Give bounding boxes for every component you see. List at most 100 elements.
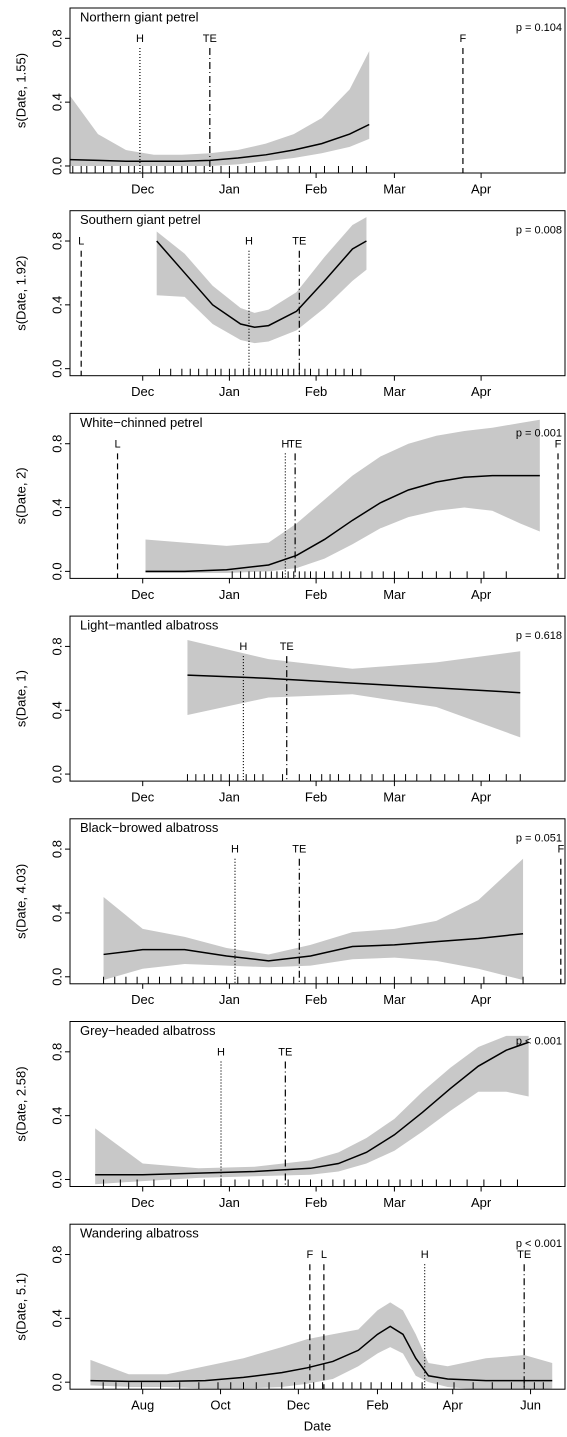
y-axis-label: s(Date, 4.03)	[13, 864, 28, 939]
panel-title: White−chinned petrel	[80, 415, 203, 430]
plot-area	[116, 419, 559, 579]
y-tick-label: 0.4	[49, 296, 64, 314]
plot-frame	[69, 412, 566, 579]
x-tick-label: Dec	[131, 992, 155, 1007]
x-tick-label: Mar	[383, 181, 406, 196]
x-tick-label: Aug	[131, 1398, 154, 1413]
panel: H TE F 0.0 0.4 0.8 s(Date, 4.03) Dec Jan Feb Mar Ap…	[13, 818, 566, 1007]
event-label: F	[557, 844, 564, 856]
x-tick-label: Jan	[219, 992, 240, 1007]
y-axis-label: s(Date, 1.55)	[13, 53, 28, 128]
x-tick-label: Feb	[305, 384, 327, 399]
fit-line	[187, 674, 521, 694]
plot-frame	[69, 818, 566, 985]
x-tick-label: Dec	[131, 790, 155, 805]
p-value: p < 0.001	[516, 1238, 562, 1250]
panel-title: Grey−headed albatross	[80, 1023, 216, 1038]
event-label: F	[555, 438, 562, 450]
y-tick-label: 0.0	[49, 157, 64, 175]
x-tick-label: Apr	[471, 587, 492, 602]
y-tick-label: 0.8	[49, 840, 64, 858]
p-value: p = 0.001	[516, 427, 562, 439]
x-tick-label: Mar	[383, 384, 406, 399]
plot-frame	[69, 7, 566, 174]
y-tick-label: 0.0	[49, 562, 64, 580]
y-axis-label: s(Date, 2)	[13, 467, 28, 524]
x-tick-label: Dec	[287, 1398, 311, 1413]
x-tick-label: Apr	[471, 384, 492, 399]
plot-area	[90, 1264, 553, 1390]
p-value: p = 0.104	[516, 22, 562, 34]
x-tick-label: Apr	[471, 790, 492, 805]
event-label: L	[78, 236, 84, 248]
y-tick-label: 0.4	[49, 904, 64, 922]
confidence-band	[70, 51, 370, 166]
x-tick-label: Jan	[219, 1195, 240, 1210]
panel-title: Wandering albatross	[80, 1226, 199, 1241]
fit-line	[156, 240, 367, 328]
fit-line	[70, 123, 370, 162]
plot-area	[70, 48, 464, 173]
plot-area	[103, 858, 562, 984]
fit-line	[145, 474, 540, 573]
confidence-band	[156, 217, 367, 344]
y-tick-label: 0.4	[49, 499, 64, 517]
confidence-band	[187, 640, 521, 738]
y-tick-label: 0.0	[49, 360, 64, 378]
y-tick-label: 0.0	[49, 968, 64, 986]
confidence-band	[103, 858, 524, 980]
y-tick-label: 0.4	[49, 1107, 64, 1125]
p-value: p = 0.618	[516, 630, 562, 642]
panel: L H TE 0.0 0.4 0.8 s(Date, 1.92) Dec Jan Feb Mar Ap…	[13, 210, 566, 399]
y-axis-label: s(Date, 1)	[13, 670, 28, 727]
event-label: H	[231, 844, 239, 856]
x-tick-label: Mar	[383, 1195, 406, 1210]
plot-area	[186, 640, 521, 782]
event-label: H	[239, 641, 247, 653]
event-label: L	[321, 1249, 327, 1261]
x-tick-label: Mar	[383, 992, 406, 1007]
y-tick-label: 0.0	[49, 1170, 64, 1188]
plot-area	[95, 1035, 529, 1187]
y-tick-label: 0.8	[49, 1245, 64, 1263]
x-tick-label: Dec	[131, 587, 155, 602]
confidence-band	[90, 1302, 553, 1390]
panel-title: Black−browed albatross	[80, 820, 219, 835]
y-tick-label: 0.4	[49, 93, 64, 111]
event-label: H	[136, 33, 144, 45]
confidence-band	[95, 1035, 529, 1185]
x-tick-label: Mar	[383, 790, 406, 805]
x-tick-label: Feb	[305, 790, 327, 805]
x-tick-label: Jan	[219, 790, 240, 805]
x-tick-label: Apr	[443, 1398, 464, 1413]
panel: H TE 0.0 0.4 0.8 s(Date, 2.58) Dec Jan Feb Mar Apr…	[13, 1021, 566, 1210]
panel: H TE F 0.0 0.4 0.8 s(Date, 1.55) Dec Jan Feb Mar Ap…	[13, 7, 566, 196]
x-axis-label: Date	[304, 1419, 331, 1434]
panel: L HTE F 0.0 0.4 0.8 s(Date, 2) Dec Jan Feb Mar Apr W…	[13, 412, 566, 602]
y-tick-label: 0.8	[49, 1043, 64, 1061]
event-label: H	[421, 1249, 429, 1261]
event-label: L	[114, 438, 120, 450]
event-label: TE	[278, 1046, 292, 1058]
x-tick-label: Feb	[305, 587, 327, 602]
x-tick-label: Jan	[219, 181, 240, 196]
event-label: TE	[292, 236, 306, 248]
y-tick-label: 0.8	[49, 637, 64, 655]
plot-frame	[69, 210, 566, 377]
confidence-band	[145, 419, 540, 573]
panel-title: Southern giant petrel	[80, 212, 201, 227]
event-label: TE	[288, 438, 302, 450]
panel: H TE 0.0 0.4 0.8 s(Date, 1) Dec Jan Feb Mar Apr Lig…	[13, 615, 566, 805]
x-tick-label: Jun	[520, 1398, 541, 1413]
y-axis-label: s(Date, 5.1)	[13, 1273, 28, 1341]
panel-title: Light−mantled albatross	[80, 618, 219, 633]
x-tick-label: Feb	[366, 1398, 388, 1413]
fit-line	[90, 1325, 553, 1383]
event-label: TE	[280, 641, 294, 653]
event-label: TE	[203, 33, 217, 45]
y-axis-label: s(Date, 1.92)	[13, 256, 28, 331]
fit-line	[95, 1041, 529, 1176]
x-tick-label: Jan	[219, 587, 240, 602]
y-tick-label: 0.4	[49, 1309, 64, 1327]
x-tick-label: Mar	[383, 587, 406, 602]
